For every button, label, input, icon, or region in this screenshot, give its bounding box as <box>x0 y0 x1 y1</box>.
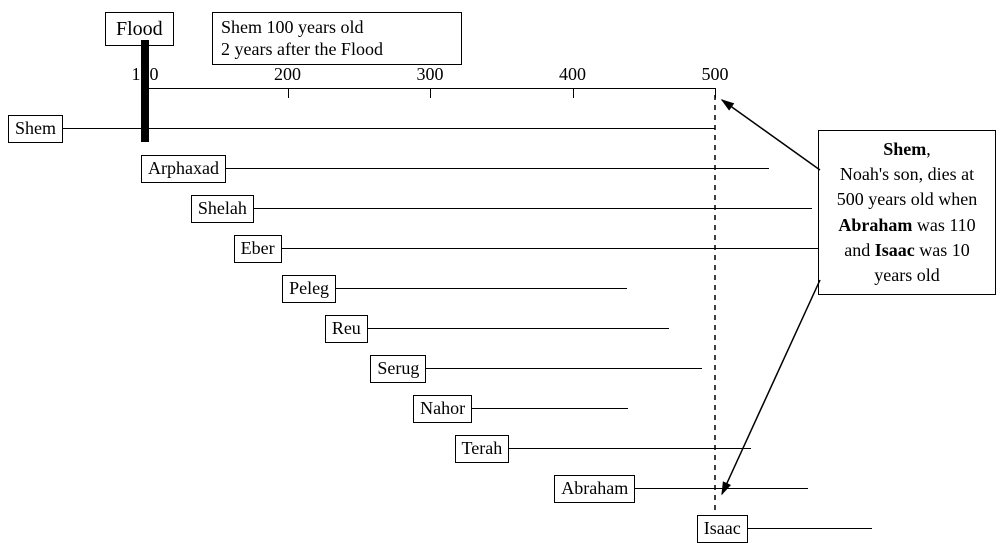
person-box: Nahor <box>413 395 472 423</box>
person-box: Isaac <box>697 515 748 543</box>
axis-tick-label: 400 <box>559 64 586 85</box>
timeline-diagram: Flood Shem 100 years old 2 years after t… <box>0 0 1000 536</box>
person-box: Abraham <box>554 475 635 503</box>
axis-tick-label: 500 <box>702 64 729 85</box>
person-box: Eber <box>234 235 282 263</box>
axis-tick <box>288 88 289 98</box>
axis-tick-label: 200 <box>274 64 301 85</box>
lifeline <box>145 168 769 169</box>
callout-box: Shem 100 years old 2 years after the Flo… <box>212 12 462 65</box>
axis-tick-label: 100 <box>132 64 159 85</box>
lifeline <box>329 328 670 329</box>
axis-tick-label: 300 <box>417 64 444 85</box>
axis-tick <box>573 88 574 98</box>
info-text: Shem, Noah's son, dies at 500 years old … <box>837 139 977 285</box>
lifeline <box>195 208 812 209</box>
person-box: Arphaxad <box>141 155 226 183</box>
callout-line-1: Shem 100 years old <box>221 17 453 39</box>
axis-tick <box>145 88 146 98</box>
flood-label: Flood <box>116 18 163 40</box>
person-box: Terah <box>455 435 510 463</box>
lifeline <box>238 248 899 249</box>
lifeline <box>8 128 715 129</box>
person-box: Shem <box>8 115 63 143</box>
person-box: Reu <box>325 315 368 343</box>
person-box: Serug <box>370 355 426 383</box>
lifeline <box>286 288 627 289</box>
flood-label-box: Flood <box>105 12 174 46</box>
axis-tick <box>430 88 431 98</box>
person-box: Peleg <box>282 275 336 303</box>
axis-tick <box>715 88 716 98</box>
info-box: Shem, Noah's son, dies at 500 years old … <box>818 130 996 295</box>
person-box: Shelah <box>191 195 254 223</box>
callout-line-2: 2 years after the Flood <box>221 39 453 61</box>
